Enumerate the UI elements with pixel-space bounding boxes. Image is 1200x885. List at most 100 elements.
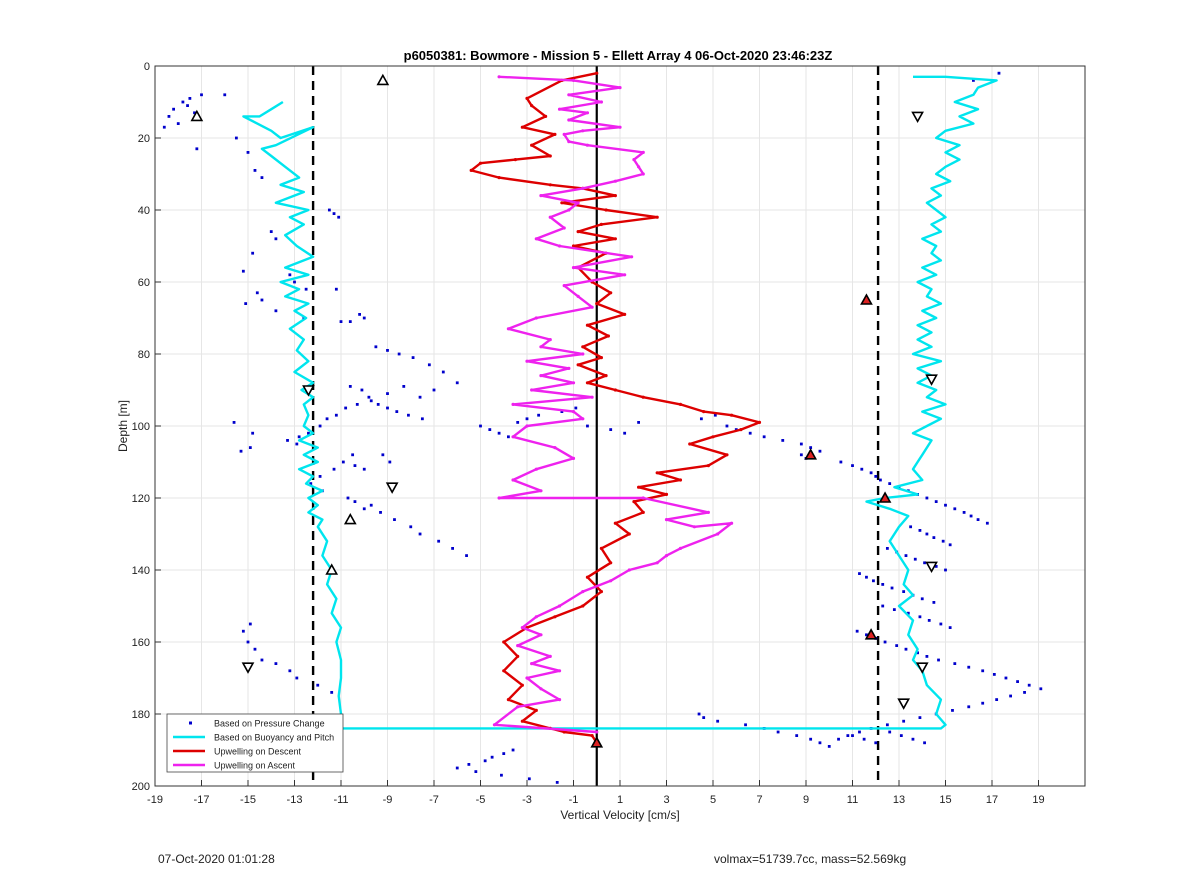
data-point	[725, 424, 729, 428]
data-point	[585, 575, 590, 579]
data-point	[613, 388, 617, 392]
marker-up	[864, 628, 878, 640]
data-point	[846, 734, 850, 737]
data-point	[420, 417, 424, 421]
data-point	[609, 561, 613, 565]
legend-label: Upwelling on Ascent	[214, 761, 296, 771]
data-point	[862, 737, 866, 741]
x-tick-label: -13	[287, 794, 303, 806]
data-point	[346, 496, 350, 500]
data-point	[925, 496, 929, 500]
data-point	[739, 428, 743, 432]
data-point	[895, 644, 899, 647]
data-point	[537, 413, 541, 417]
data-point	[590, 305, 594, 309]
data-point	[539, 489, 543, 493]
data-point	[397, 352, 401, 356]
data-point	[502, 640, 506, 644]
data-point	[865, 633, 868, 637]
data-point	[353, 464, 357, 467]
data-point	[879, 478, 882, 482]
data-point	[613, 237, 617, 241]
data-point	[525, 96, 529, 100]
marker-down	[925, 561, 938, 574]
data-point	[288, 669, 292, 673]
data-point	[195, 147, 199, 151]
data-point	[507, 435, 510, 439]
data-point	[248, 446, 252, 449]
data-point	[379, 511, 382, 514]
data-point	[516, 654, 520, 659]
data-point	[530, 104, 534, 108]
data-point	[520, 683, 524, 687]
data-point	[469, 168, 473, 172]
data-point	[325, 417, 329, 421]
data-point	[585, 143, 590, 147]
y-tick-label: 60	[138, 277, 150, 289]
data-point	[255, 291, 259, 295]
data-point	[548, 338, 552, 342]
data-point	[295, 676, 299, 680]
data-point	[506, 698, 510, 702]
data-point	[418, 395, 422, 399]
data-point	[539, 374, 543, 378]
data-point	[818, 741, 822, 745]
data-point	[923, 561, 926, 565]
legend-entry: Upwelling on Ascent	[173, 761, 296, 771]
data-point	[525, 359, 529, 363]
data-point	[923, 741, 926, 745]
marker-up	[325, 563, 339, 575]
data-point	[581, 345, 585, 349]
data-point	[618, 125, 622, 129]
data-point	[725, 453, 729, 457]
data-point	[585, 381, 590, 385]
data-point	[332, 467, 336, 471]
data-point	[520, 719, 524, 723]
data-point	[641, 172, 645, 176]
data-point	[590, 734, 594, 738]
data-point	[581, 417, 585, 421]
x-tick-label: 11	[847, 794, 858, 806]
data-point	[393, 518, 396, 521]
data-point	[381, 453, 385, 457]
data-point	[985, 521, 989, 525]
data-point	[557, 244, 562, 248]
data-point	[932, 536, 936, 539]
x-axis-label: Vertical Velocity [cm/s]	[560, 808, 679, 822]
data-point	[920, 597, 924, 601]
data-point	[534, 615, 538, 619]
data-point	[851, 464, 854, 467]
marker-up	[804, 448, 818, 460]
legend-entry: Based on Buoyancy and Pitch	[173, 733, 334, 743]
data-point	[590, 395, 594, 399]
marker-down	[385, 482, 399, 494]
data-point	[511, 435, 515, 439]
data-point	[981, 701, 985, 705]
chart-title: p6050381: Bowmore - Mission 5 - Ellett A…	[404, 48, 833, 63]
data-point	[576, 230, 580, 234]
legend: Based on Pressure Change Based on Buoyanc…	[166, 713, 344, 773]
data-point	[716, 719, 720, 723]
data-point	[609, 428, 613, 431]
data-point	[744, 723, 747, 727]
data-point	[251, 251, 255, 255]
data-point	[885, 723, 889, 727]
data-point	[655, 471, 659, 475]
data-point	[781, 439, 785, 442]
data-point	[395, 410, 399, 413]
data-point	[288, 273, 292, 277]
data-point	[992, 673, 996, 676]
data-point	[374, 345, 378, 349]
data-point	[553, 615, 557, 619]
y-axis-label: Depth [m]	[116, 400, 130, 452]
x-tick-label: 17	[986, 794, 998, 806]
data-point	[530, 388, 534, 392]
data-point	[534, 237, 538, 241]
data-point	[776, 730, 780, 734]
data-point	[530, 662, 534, 666]
data-point	[318, 424, 322, 428]
marker-up	[860, 293, 873, 305]
data-point	[525, 676, 529, 680]
data-point	[176, 122, 180, 125]
data-point	[286, 439, 289, 442]
